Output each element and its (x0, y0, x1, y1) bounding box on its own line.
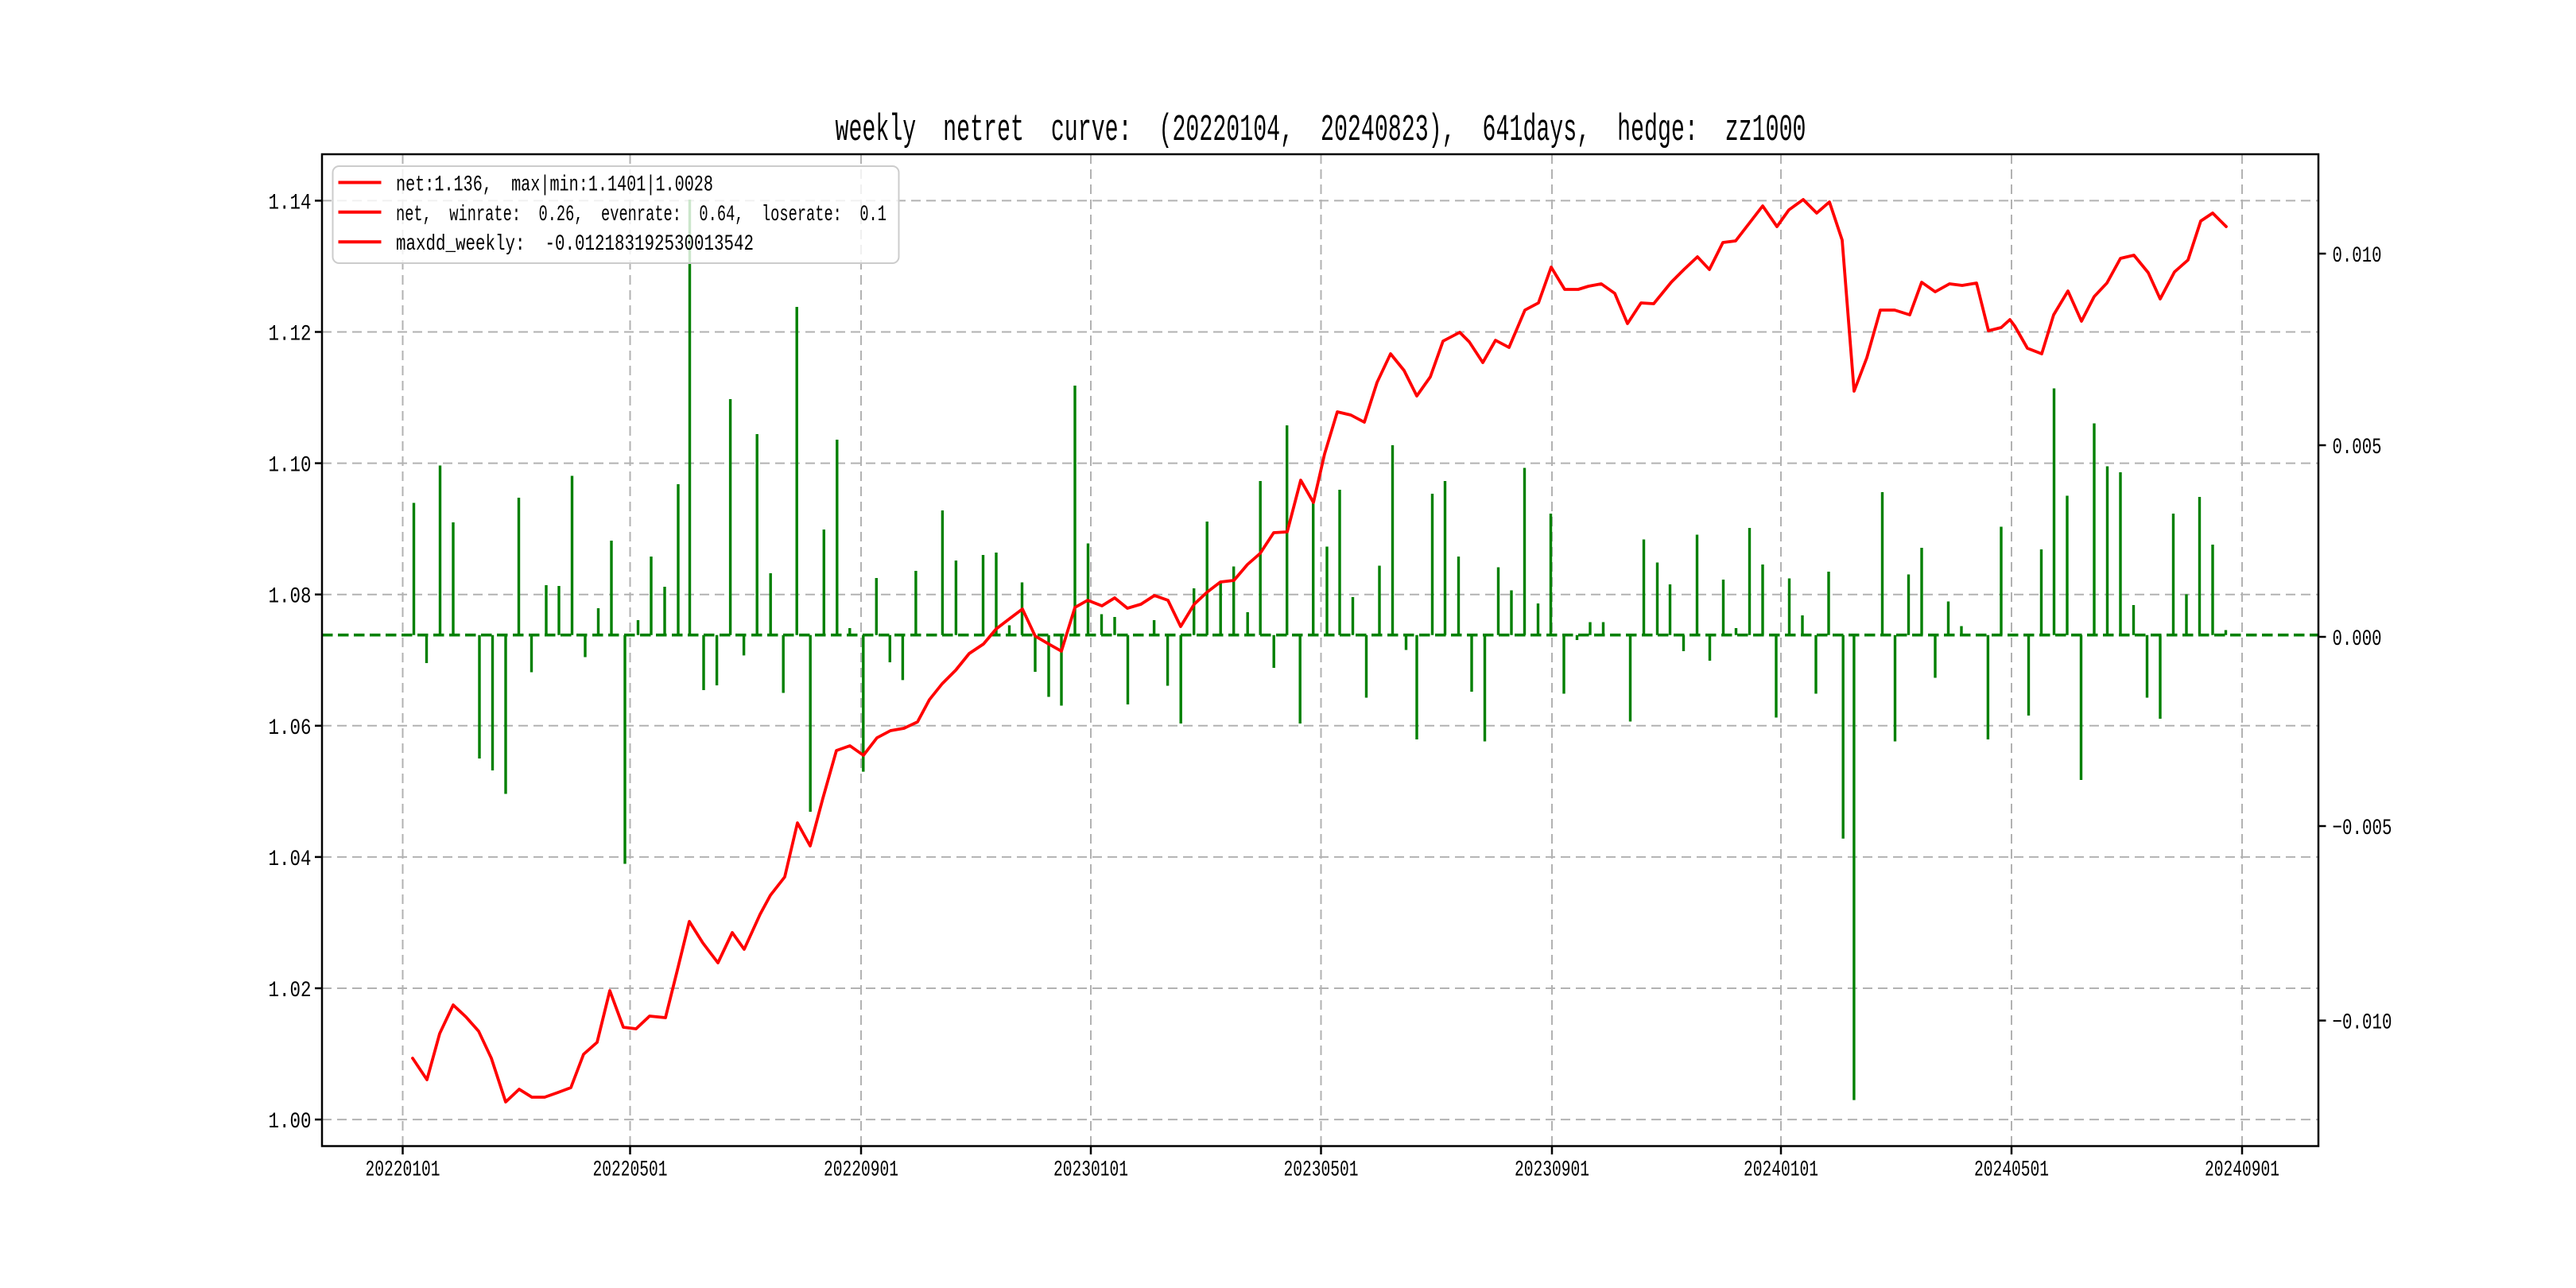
svg-text:20240501: 20240501 (1974, 1158, 2049, 1183)
svg-text:1.02: 1.02 (269, 979, 312, 1003)
svg-text:20220901: 20220901 (824, 1158, 898, 1183)
svg-text:−0.005: −0.005 (2333, 817, 2392, 841)
svg-text:0.010: 0.010 (2333, 244, 2382, 269)
svg-text:1.00: 1.00 (269, 1110, 312, 1135)
svg-text:net:1.136, max|min:1.1401|1.0: net:1.136, max|min:1.1401|1.0028 (396, 173, 713, 198)
svg-text:20240901: 20240901 (2205, 1158, 2279, 1183)
svg-text:1.08: 1.08 (269, 585, 312, 610)
svg-text:−0.010: −0.010 (2333, 1011, 2392, 1036)
svg-text:20230901: 20230901 (1515, 1158, 1589, 1183)
svg-text:maxdd_weekly: -0.012183192530: maxdd_weekly: -0.012183192530013542 (396, 232, 754, 257)
svg-text:20230101: 20230101 (1053, 1158, 1128, 1183)
svg-text:1.12: 1.12 (269, 323, 312, 347)
svg-text:net, winrate: 0.26, evenrat: net, winrate: 0.26, evenrate: 0.64, lose… (396, 203, 886, 227)
svg-text:1.06: 1.06 (269, 716, 312, 741)
svg-text:20230501: 20230501 (1284, 1158, 1359, 1183)
svg-text:20220101: 20220101 (366, 1158, 440, 1183)
svg-text:1.04: 1.04 (269, 848, 312, 872)
svg-text:20240101: 20240101 (1744, 1158, 1818, 1183)
svg-text:weekly netret curve: (20220: weekly netret curve: (20220104, 20240823… (836, 110, 1806, 152)
svg-text:20220501: 20220501 (593, 1158, 668, 1183)
svg-text:1.14: 1.14 (269, 191, 312, 215)
svg-text:0.005: 0.005 (2333, 436, 2382, 460)
svg-text:1.10: 1.10 (269, 454, 312, 479)
svg-text:0.000: 0.000 (2333, 627, 2382, 652)
